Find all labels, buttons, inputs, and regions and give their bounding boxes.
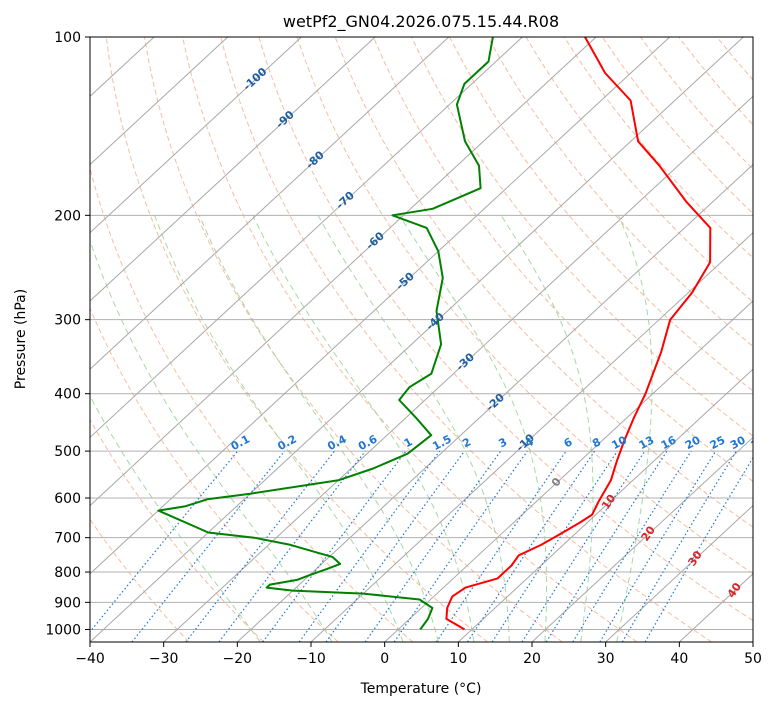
mixing-ratio-label: 13: [637, 433, 657, 452]
y-tick-label: 400: [54, 387, 81, 403]
mixing-ratio-label: 36: [749, 433, 769, 452]
x-tick-label: −10: [296, 651, 326, 667]
pressure-grid: [90, 37, 753, 630]
mixing-ratio-line: [466, 450, 596, 642]
dry-adiabat: [372, 37, 753, 482]
x-tick-label: −30: [149, 651, 179, 667]
mixing-ratio-label: 25: [708, 433, 728, 452]
y-axis: 100 200 300 400 500 600 700 800 900 1000: [45, 30, 90, 638]
isotherm: [531, 436, 753, 642]
moist-adiabat: [616, 215, 653, 642]
dry-adiabat: [449, 37, 753, 392]
moist-adiabats: [90, 215, 653, 642]
dry-adiabat: [411, 37, 753, 437]
isotherm: [90, 37, 376, 302]
isotherm: [605, 504, 753, 642]
dry-adiabat: [90, 307, 339, 642]
dry-adiabat: [90, 518, 190, 642]
x-axis: −40 −30 −20 −10 0 10 20 30 40 50: [75, 642, 762, 667]
mixing-ratio-label: 20: [683, 433, 703, 452]
moist-adiabat: [198, 215, 439, 642]
x-tick-label: 30: [597, 651, 615, 667]
isotherm: [90, 37, 302, 234]
x-tick-label: 0: [380, 651, 389, 667]
isotherm: [90, 37, 744, 642]
mixing-ratio-line: [599, 450, 717, 642]
mixing-ratio-line: [393, 450, 528, 642]
y-tick-label: 900: [54, 595, 81, 611]
y-tick-label: 800: [54, 565, 81, 581]
mixing-ratio-line: [521, 450, 646, 642]
chart-title: wetPf2_GN04.2026.075.15.44.R08: [283, 12, 559, 32]
y-tick-label: 500: [54, 444, 81, 460]
mixing-ratio-line: [262, 450, 407, 642]
y-tick-label: 300: [54, 313, 81, 329]
y-tick-label: 100: [54, 30, 81, 46]
temperature-line: [445, 37, 712, 631]
isotherm: [384, 300, 753, 642]
y-axis-label: Pressure (hPa): [13, 289, 29, 389]
isotherms: [90, 37, 753, 642]
y-tick-label: 200: [54, 208, 81, 224]
x-axis-label: Temperature (°C): [360, 681, 482, 697]
plot-frame: [89, 36, 754, 643]
moist-adiabat: [317, 215, 510, 642]
isotherm: [90, 37, 229, 166]
dewpoint-line: [157, 37, 494, 630]
moist-adiabat: [399, 215, 548, 642]
mixing-ratio-line: [90, 450, 239, 633]
moist-adiabat: [500, 215, 594, 642]
mixing-ratio-label: 30: [728, 433, 748, 452]
x-tick-label: −20: [223, 651, 253, 667]
isotherm: [90, 37, 450, 370]
mixing-ratio-line: [572, 450, 692, 642]
mixing-ratio-line: [364, 450, 502, 642]
x-tick-label: −40: [75, 651, 105, 667]
isotherm: [90, 37, 597, 507]
mixing-ratio-line: [218, 450, 366, 642]
mixing-ratio-line: [491, 450, 618, 642]
x-tick-label: 20: [523, 651, 541, 667]
isotherm: [236, 163, 753, 642]
dry-adiabat: [487, 37, 753, 348]
mixing-ratio-line: [298, 450, 441, 642]
isotherm: [90, 37, 523, 439]
mixing-ratio-label: 16: [659, 433, 679, 452]
isotherm: [310, 232, 753, 642]
x-tick-label: 40: [670, 651, 688, 667]
mixing-ratio-line: [325, 450, 465, 642]
x-tick-label: 50: [744, 651, 762, 667]
dry-adiabat: [258, 37, 753, 622]
profile-series: [157, 37, 712, 631]
isotherm: [457, 368, 753, 642]
dry-adiabat: [296, 37, 753, 575]
y-tick-label: 1000: [45, 622, 81, 638]
dry-adiabat: [105, 37, 488, 642]
x-tick-label: 10: [449, 651, 467, 667]
dry-adiabat: [143, 37, 563, 642]
moist-adiabat: [90, 238, 333, 642]
y-tick-label: 700: [54, 531, 81, 547]
moist-adiabat: [252, 215, 475, 642]
isotherm: [90, 37, 671, 575]
y-tick-label: 600: [54, 491, 81, 507]
mixing-ratio-label: 10: [609, 433, 629, 452]
mixing-ratio-line: [435, 450, 567, 642]
moist-adiabat: [154, 215, 404, 642]
dry-adiabat: [90, 418, 264, 642]
